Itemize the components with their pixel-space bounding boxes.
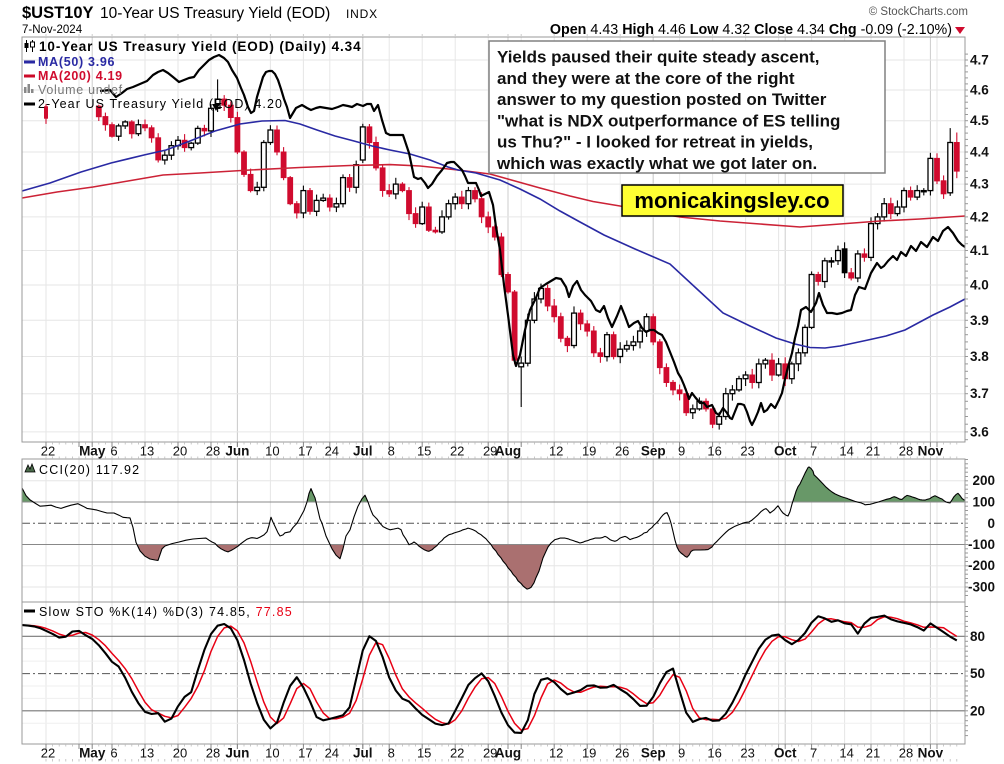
svg-text:May: May: [79, 746, 106, 761]
svg-text:13: 13: [140, 746, 154, 761]
svg-text:MA(50) 3.96: MA(50) 3.96: [38, 55, 115, 69]
svg-text:8: 8: [388, 746, 395, 761]
svg-text:Yields paused their quite stea: Yields paused their quite steady ascent,: [497, 48, 819, 67]
svg-text:29: 29: [483, 444, 497, 459]
svg-text:4.0: 4.0: [970, 278, 989, 293]
svg-text:22: 22: [450, 746, 464, 761]
svg-text:14: 14: [839, 746, 853, 761]
svg-text:4.7: 4.7: [970, 53, 989, 68]
svg-text:16: 16: [707, 746, 721, 761]
svg-text:3.8: 3.8: [970, 349, 989, 364]
svg-text:24: 24: [325, 746, 339, 761]
svg-text:50: 50: [970, 666, 985, 681]
svg-text:Jun: Jun: [225, 444, 249, 459]
svg-text:200: 200: [972, 473, 995, 488]
svg-text:26: 26: [615, 444, 629, 459]
svg-text:3.6: 3.6: [970, 424, 989, 439]
svg-text:9: 9: [678, 444, 685, 459]
svg-text:"what is NDX outperformance of: "what is NDX outperformance of ES tellin…: [497, 111, 840, 130]
svg-text:Jul: Jul: [353, 746, 373, 761]
svg-text:-200: -200: [968, 558, 995, 573]
svg-text:Oct: Oct: [774, 444, 797, 459]
svg-text:INDX: INDX: [346, 7, 378, 21]
svg-text:21: 21: [866, 444, 880, 459]
svg-text:Oct: Oct: [774, 746, 797, 761]
svg-text:15: 15: [417, 444, 431, 459]
svg-text:4.2: 4.2: [970, 209, 989, 224]
svg-text:12: 12: [549, 746, 563, 761]
svg-text:Slow STO %K(14) %D(3) 74.85, 7: Slow STO %K(14) %D(3) 74.85, 77.85: [39, 605, 293, 619]
svg-text:7-Nov-2024: 7-Nov-2024: [22, 24, 83, 36]
svg-text:CCI(20) 117.92: CCI(20) 117.92: [39, 463, 140, 477]
svg-text:Jul: Jul: [353, 444, 373, 459]
svg-text:21: 21: [866, 746, 880, 761]
svg-text:and they were at the core of t: and they were at the core of the right: [497, 69, 795, 88]
svg-text:4.4: 4.4: [970, 145, 989, 160]
svg-text:16: 16: [707, 444, 721, 459]
svg-text:17: 17: [298, 746, 312, 761]
svg-text:MA(200) 4.19: MA(200) 4.19: [38, 69, 123, 83]
svg-text:9: 9: [678, 746, 685, 761]
svg-text:6: 6: [110, 444, 117, 459]
svg-text:4.6: 4.6: [970, 83, 989, 98]
svg-text:13: 13: [140, 444, 154, 459]
svg-text:-100: -100: [968, 537, 995, 552]
svg-text:-300: -300: [968, 580, 995, 595]
svg-text:14: 14: [839, 444, 853, 459]
svg-text:monicakingsley.co: monicakingsley.co: [634, 188, 829, 213]
svg-text:19: 19: [582, 444, 596, 459]
svg-text:0: 0: [987, 516, 995, 531]
svg-text:23: 23: [740, 444, 754, 459]
svg-text:7: 7: [810, 444, 817, 459]
svg-text:May: May: [79, 444, 106, 459]
svg-text:29: 29: [483, 746, 497, 761]
svg-text:4.3: 4.3: [970, 177, 989, 192]
svg-text:answer to my question posted o: answer to my question posted on Twitter: [497, 90, 827, 109]
svg-text:7: 7: [810, 746, 817, 761]
svg-text:22: 22: [450, 444, 464, 459]
svg-text:Nov: Nov: [918, 746, 944, 761]
svg-text:15: 15: [417, 746, 431, 761]
svg-text:12: 12: [549, 444, 563, 459]
svg-text:80: 80: [970, 629, 985, 644]
svg-text:10: 10: [265, 444, 279, 459]
svg-text:4.1: 4.1: [970, 243, 989, 258]
svg-text:20: 20: [970, 703, 985, 718]
svg-text:$UST10Y: $UST10Y: [22, 4, 94, 22]
svg-text:26: 26: [615, 746, 629, 761]
svg-text:Sep: Sep: [641, 444, 666, 459]
svg-text:Volume undef: Volume undef: [38, 83, 123, 97]
svg-text:28: 28: [206, 746, 220, 761]
svg-text:28: 28: [899, 746, 913, 761]
svg-text:20: 20: [173, 444, 187, 459]
svg-text:10-Year US Treasury Yield (EOD: 10-Year US Treasury Yield (EOD): [100, 5, 330, 22]
svg-text:28: 28: [206, 444, 220, 459]
svg-text:us Thu?" - I looked for retrea: us Thu?" - I looked for retreat in yield…: [497, 133, 813, 152]
svg-text:28: 28: [899, 444, 913, 459]
svg-text:8: 8: [388, 444, 395, 459]
svg-text:Aug: Aug: [495, 746, 521, 761]
svg-text:17: 17: [298, 444, 312, 459]
svg-text:10-Year US Treasury Yield (EOD: 10-Year US Treasury Yield (EOD) (Daily) …: [39, 39, 361, 54]
svg-text:Nov: Nov: [918, 444, 944, 459]
svg-text:3.9: 3.9: [970, 313, 989, 328]
svg-text:© StockCharts.com: © StockCharts.com: [869, 6, 968, 18]
svg-text:Jun: Jun: [225, 746, 249, 761]
svg-text:Open 4.43 High 4.46 Low 4.32 C: Open 4.43 High 4.46 Low 4.32 Close 4.34 …: [550, 22, 952, 38]
svg-text:24: 24: [325, 444, 339, 459]
svg-text:6: 6: [110, 746, 117, 761]
svg-text:10: 10: [265, 746, 279, 761]
svg-text:19: 19: [582, 746, 596, 761]
svg-text:Aug: Aug: [495, 444, 521, 459]
svg-text:Sep: Sep: [641, 746, 666, 761]
svg-text:100: 100: [972, 495, 995, 510]
svg-text:which was exactly what we got: which was exactly what we got later on.: [496, 154, 817, 173]
svg-text:2-Year US Treasury Yield (EOD): 2-Year US Treasury Yield (EOD) 4.20: [38, 97, 283, 111]
svg-text:3.7: 3.7: [970, 386, 989, 401]
svg-text:22: 22: [41, 746, 55, 761]
svg-text:22: 22: [41, 444, 55, 459]
svg-text:23: 23: [740, 746, 754, 761]
svg-text:4.5: 4.5: [970, 113, 989, 128]
svg-text:20: 20: [173, 746, 187, 761]
